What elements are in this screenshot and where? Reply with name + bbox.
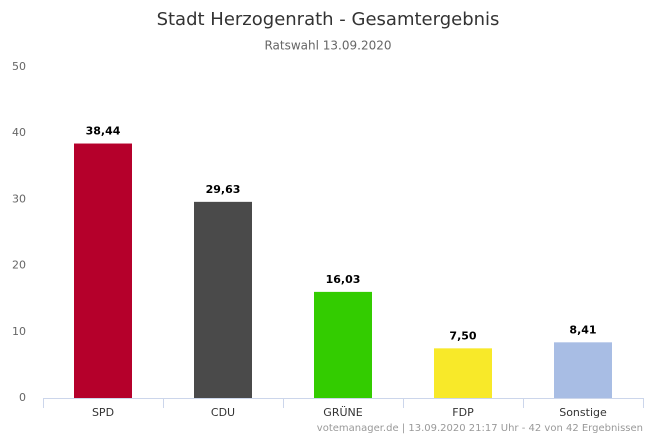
bar (194, 201, 252, 398)
value-label: 7,50 (449, 329, 476, 342)
x-tick-label: CDU (211, 406, 235, 419)
y-tick-label: 0 (19, 391, 26, 404)
x-tick-label: SPD (92, 406, 114, 419)
y-tick-label: 50 (12, 60, 26, 73)
value-label: 16,03 (326, 273, 361, 286)
x-tick-label: GRÜNE (323, 406, 362, 419)
x-tick-label: Sonstige (559, 406, 607, 419)
value-label: 8,41 (569, 323, 596, 336)
bar (554, 342, 612, 398)
bar (434, 348, 492, 398)
value-label: 29,63 (206, 183, 241, 196)
y-tick-label: 40 (12, 126, 26, 139)
x-tick-label: FDP (452, 406, 474, 419)
y-tick-label: 30 (12, 192, 26, 205)
value-label: 38,44 (86, 125, 121, 138)
credit: votemanager.de | 13.09.2020 21:17 Uhr - … (317, 423, 643, 434)
x-axis-ticks (43, 398, 644, 408)
chart-title: Stadt Herzogenrath - Gesamtergebnis (157, 9, 500, 30)
y-tick-label: 10 (12, 325, 26, 338)
bar (314, 291, 372, 398)
chart-subtitle: Ratswahl 13.09.2020 (264, 39, 391, 53)
bar (74, 143, 132, 398)
y-tick-label: 20 (12, 259, 26, 272)
